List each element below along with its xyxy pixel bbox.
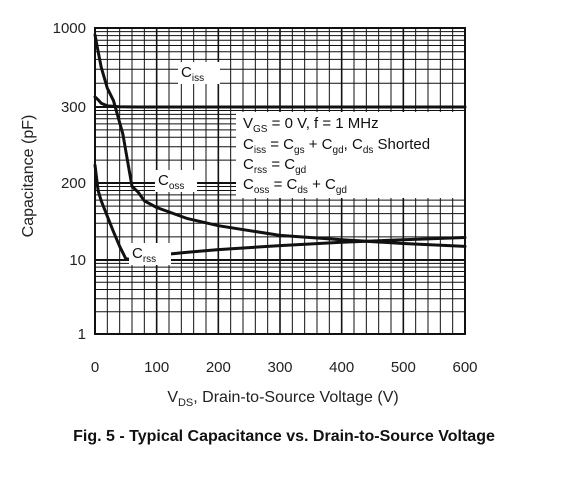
x-tick-label: 500 (391, 359, 416, 376)
y-tick-label: 10 (69, 252, 86, 269)
series-coss-line (93, 33, 467, 248)
x-tick-labels: 0 100 200 300 400 500 600 (91, 359, 478, 376)
series-label-background (155, 170, 197, 192)
y-axis-label: Capacitance (pF) (20, 115, 37, 238)
y-tick-labels: 1 10 200 300 1000 (53, 20, 86, 343)
series-label-coss: Coss (158, 172, 184, 192)
conditions-line: Ciss = Cgs + Cgd, Cds Shorted (243, 136, 430, 156)
x-tick-label: 100 (144, 359, 169, 376)
series-label-background (129, 243, 171, 265)
series-label-background (178, 62, 220, 84)
conditions-line: Coss = Cds + Cgd (243, 176, 347, 196)
y-tick-label: 300 (61, 99, 86, 116)
plot-frame (94, 27, 466, 335)
conditions-box-background (236, 112, 464, 198)
x-tick-label: 600 (452, 359, 477, 376)
series-label-crss: Crss (132, 245, 156, 265)
series-crss-line (93, 163, 467, 261)
x-tick-label: 300 (267, 359, 292, 376)
y-tick-label: 1000 (53, 20, 86, 37)
x-tick-label: 200 (206, 359, 231, 376)
x-axis-label: VDS, Drain-to-Source Voltage (V) (167, 389, 398, 409)
series-label-ciss: Ciss (181, 64, 204, 84)
conditions-line: VGS = 0 V, f = 1 MHz (243, 115, 379, 135)
y-tick-label: 1 (78, 326, 86, 343)
conditions-line: Crss = Cgd (243, 156, 306, 176)
x-tick-label: 400 (329, 359, 354, 376)
x-tick-label: 0 (91, 359, 99, 376)
series-curves (93, 33, 467, 261)
series-labels: Ciss Coss Crss (129, 62, 220, 265)
figure-caption: Fig. 5 - Typical Capacitance vs. Drain-t… (73, 428, 495, 445)
series-ciss-line (93, 95, 467, 109)
y-tick-label: 200 (61, 175, 86, 192)
